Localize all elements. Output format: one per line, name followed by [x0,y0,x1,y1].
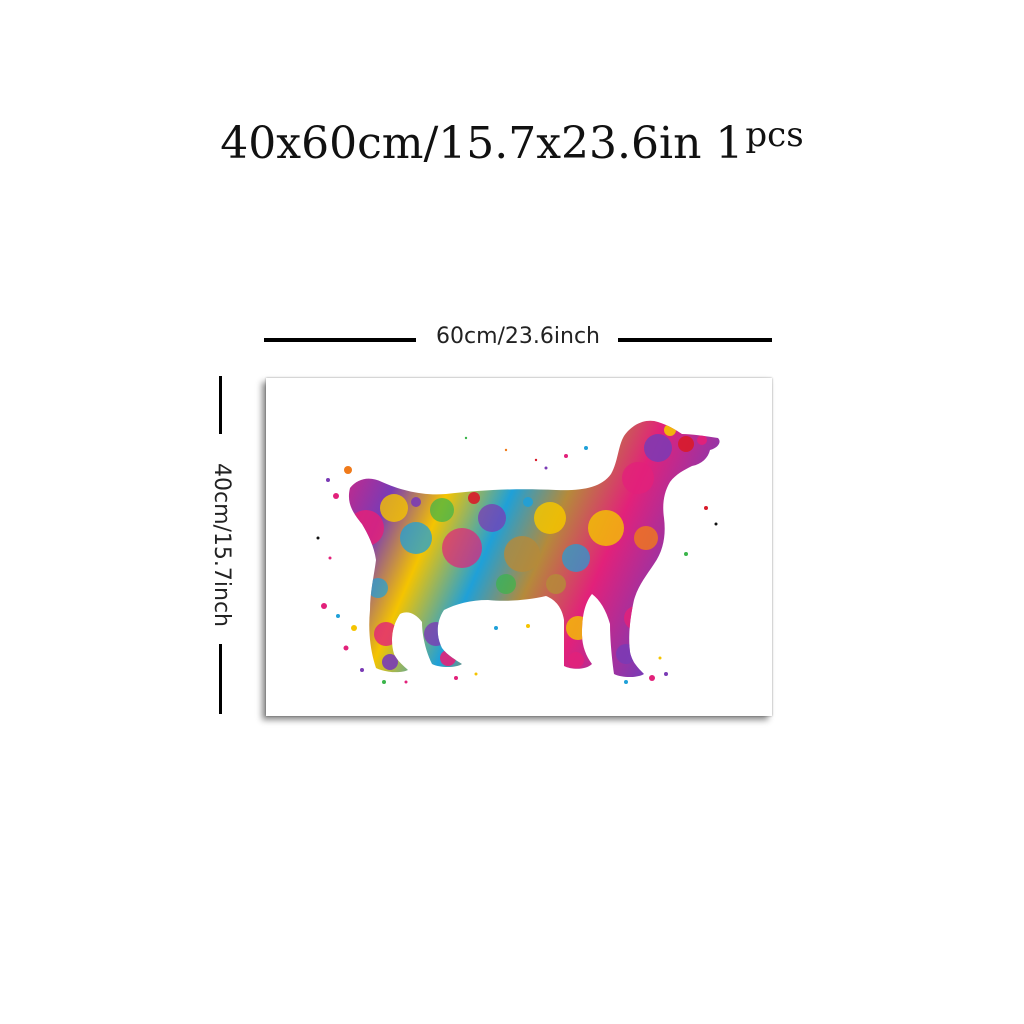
height-dimension-line-bottom [219,644,222,714]
height-dimension-label: 40cm/15.7inch [209,462,234,627]
height-dimension-line-top [219,376,222,434]
piece-count-suffix: pcs [745,115,804,155]
width-dimension-line-right [618,338,772,342]
size-text: 40x60cm/15.7x23.6in 1 [220,118,744,169]
product-size-title: 40x60cm/15.7x23.6in 1pcs [0,115,1024,169]
width-dimension-label: 60cm/23.6inch [435,324,600,349]
height-dimension: 40cm/15.7inch [204,376,238,714]
width-dimension: 60cm/23.6inch [264,322,772,356]
paint-splatter-group [316,436,718,684]
width-dimension-line-left [264,338,416,342]
watercolor-dog-artwork [316,420,720,684]
canvas-print [266,378,772,716]
